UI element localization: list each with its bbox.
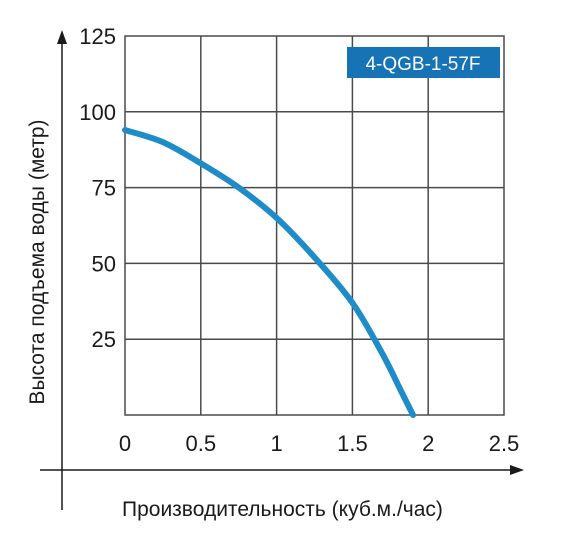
x-tick-label: 0.5 (186, 431, 217, 456)
y-tick-labels: 25 50 75 100 125 (79, 24, 116, 352)
x-tick-label: 1.5 (337, 431, 368, 456)
series-group (122, 126, 417, 418)
y-tick-label: 25 (92, 327, 116, 352)
series-line (122, 126, 417, 418)
y-tick-label: 125 (79, 24, 116, 49)
plot-frame (124, 35, 505, 416)
x-tick-label: 2.5 (489, 431, 520, 456)
y-tick-label: 75 (92, 176, 116, 201)
x-tick-label: 1 (270, 431, 282, 456)
x-tick-labels: 0 0.5 1 1.5 2 2.5 (119, 431, 519, 456)
x-tick-label: 2 (422, 431, 434, 456)
x-axis-title: Производительность (куб.м./час) (122, 498, 443, 521)
y-axis-arrow (57, 30, 67, 44)
y-axis-title: Высота подъема воды (метр) (26, 119, 49, 404)
grid-lines (124, 35, 505, 416)
legend-badge-label: 4-QGB-1-57F (365, 54, 480, 75)
legend-badge: 4-QGB-1-57F (347, 47, 500, 78)
x-axis-arrow (510, 465, 524, 475)
y-tick-label: 100 (79, 100, 116, 125)
x-tick-label: 0 (119, 431, 131, 456)
legend-badge-box (347, 47, 500, 78)
axes (40, 30, 524, 510)
y-tick-label: 50 (92, 251, 116, 276)
